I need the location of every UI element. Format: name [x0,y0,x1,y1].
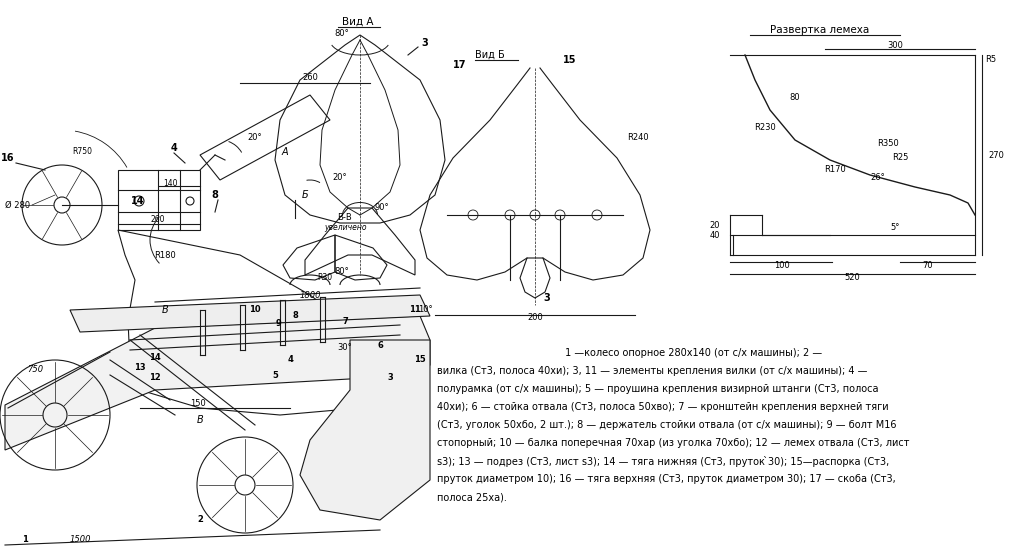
Text: 2: 2 [197,516,203,524]
Text: 5°: 5° [890,222,900,232]
Text: 15: 15 [414,356,426,365]
Text: полоса 25ха).: полоса 25ха). [437,492,507,502]
Text: А: А [282,147,288,157]
Text: R30: R30 [317,273,332,283]
Polygon shape [300,340,430,520]
Text: 13: 13 [134,363,145,373]
Text: Развертка лемеха: Развертка лемеха [771,25,870,35]
Text: 1 —колесо опорное 280х140 (от с/х машины); 2 —: 1 —колесо опорное 280х140 (от с/х машины… [437,348,822,358]
Text: 140: 140 [163,178,177,188]
Text: 30°: 30° [337,343,352,351]
Text: (Ст3, уголок 50хбо, 2 шт.); 8 — держатель стойки отвала (от с/х машины); 9 — бол: (Ст3, уголок 50хбо, 2 шт.); 8 — держател… [437,420,897,430]
Text: 4: 4 [287,356,293,365]
Text: 5: 5 [272,371,278,379]
Text: пруток диаметром 10); 16 — тяга верхняя (Ст3, пруток диаметром 30); 17 — скоба (: пруток диаметром 10); 16 — тяга верхняя … [437,474,896,484]
Text: 520: 520 [844,272,860,282]
Text: 100: 100 [774,260,790,270]
Text: R350: R350 [877,138,899,148]
Text: 8: 8 [292,311,298,320]
Text: 40хи); 6 — стойка отвала (Ст3, полоса 50хво); 7 — кронштейн крепления верхней тя: 40хи); 6 — стойка отвала (Ст3, полоса 50… [437,402,889,412]
Text: R180: R180 [155,250,176,260]
Text: 70: 70 [923,260,933,270]
Text: 20°: 20° [247,133,263,143]
Text: 80°: 80° [334,267,349,277]
Text: 150: 150 [190,399,206,407]
Text: Б: Б [302,190,308,200]
Text: полурамка (от с/х машины); 5 — проушина крепления визирной штанги (Ст3, полоса: полурамка (от с/х машины); 5 — проушина … [437,384,879,394]
Text: 16: 16 [1,153,15,163]
Text: R750: R750 [72,148,92,156]
Text: 40: 40 [709,231,720,239]
Text: R5: R5 [985,55,996,64]
Text: 9: 9 [275,318,281,328]
Text: 260: 260 [150,216,166,225]
Text: 26°: 26° [871,172,886,182]
Text: В-В: В-В [337,214,352,222]
Text: 1500: 1500 [70,535,91,545]
Text: увеличено: увеличено [324,222,367,232]
Polygon shape [70,295,430,332]
Text: 80: 80 [790,92,800,102]
Text: 14: 14 [149,354,161,362]
Text: 4: 4 [171,143,178,153]
Text: s3); 13 — подрез (Ст3, лист s3); 14 — тяга нижняя (Ст3, пруток ̀30); 15—распорка: s3); 13 — подрез (Ст3, лист s3); 14 — тя… [437,456,889,467]
Text: 10°: 10° [418,305,432,315]
Text: В: В [162,305,169,315]
Text: 11: 11 [409,305,421,315]
Text: 7: 7 [342,317,347,327]
Text: 1800: 1800 [299,292,321,300]
Text: 17: 17 [453,60,467,70]
Text: Ø 280: Ø 280 [5,200,30,210]
Text: 3: 3 [543,293,550,303]
Text: 12: 12 [149,373,161,383]
Text: 14: 14 [131,196,144,206]
Text: 10: 10 [249,305,261,315]
Text: R170: R170 [824,165,846,175]
Text: 270: 270 [988,150,1004,160]
Text: R240: R240 [627,133,648,143]
Text: 15: 15 [564,55,577,65]
Text: вилка (Ст3, полоса 40хи); 3, 11 — элементы крепления вилки (от с/х машины); 4 —: вилка (Ст3, полоса 40хи); 3, 11 — элемен… [437,366,868,376]
Text: 260: 260 [302,74,318,82]
Text: 3: 3 [421,38,428,48]
Text: 20: 20 [709,221,720,229]
Text: 8: 8 [211,190,218,200]
Text: 6: 6 [377,340,383,350]
Text: Вид А: Вид А [342,17,374,27]
Text: R25: R25 [892,154,908,163]
Polygon shape [5,316,430,450]
Text: 1: 1 [22,535,28,545]
Text: стопорный; 10 — балка поперечная 70хар (из уголка 70хбо); 12 — лемех отвала (Ст3: стопорный; 10 — балка поперечная 70хар (… [437,438,909,448]
Text: 90°: 90° [375,204,389,212]
Text: R230: R230 [754,122,776,132]
Text: 200: 200 [527,313,543,322]
Text: 80°: 80° [334,29,349,37]
Text: 750: 750 [27,366,43,374]
Text: 3: 3 [387,373,393,383]
Text: В: В [197,415,203,425]
Text: 300: 300 [887,41,903,49]
Text: Вид Б: Вид Б [475,50,505,60]
Text: 20°: 20° [332,173,347,182]
